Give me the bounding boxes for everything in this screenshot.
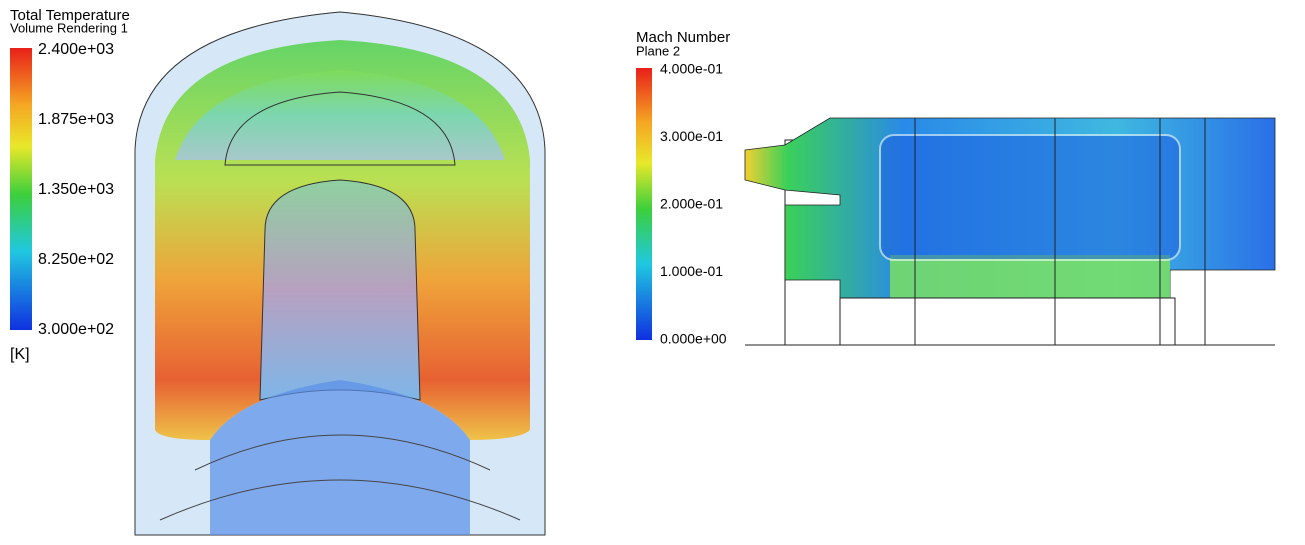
screen: Total TemperatureVolume Rendering 12.400… bbox=[0, 0, 1305, 540]
colorbar bbox=[10, 48, 32, 330]
colorbar-tick-label: 1.350e+03 bbox=[38, 181, 114, 198]
colorbar-tick-label: 4.000e-01 bbox=[660, 61, 723, 77]
legend-subtitle: Plane 2 bbox=[636, 43, 680, 58]
colorbar-tick-label: 1.000e-01 bbox=[660, 263, 723, 279]
colorbar-tick-label: 2.000e-01 bbox=[660, 196, 723, 212]
colorbar bbox=[636, 68, 652, 340]
colorbar-tick-label: 3.000e+02 bbox=[38, 321, 114, 338]
legend-subtitle: Volume Rendering 1 bbox=[10, 20, 128, 35]
mach-plane bbox=[745, 118, 1275, 345]
colorbar-tick-label: 1.875e+03 bbox=[38, 111, 114, 128]
temperature-render bbox=[135, 12, 545, 535]
colorbar-tick-label: 0.000e+00 bbox=[660, 331, 727, 347]
colorbar-unit: [K] bbox=[10, 346, 30, 363]
colorbar-tick-label: 2.400e+03 bbox=[38, 41, 114, 58]
colorbar-tick-label: 8.250e+02 bbox=[38, 251, 114, 268]
colorbar-tick-label: 3.000e-01 bbox=[660, 128, 723, 144]
